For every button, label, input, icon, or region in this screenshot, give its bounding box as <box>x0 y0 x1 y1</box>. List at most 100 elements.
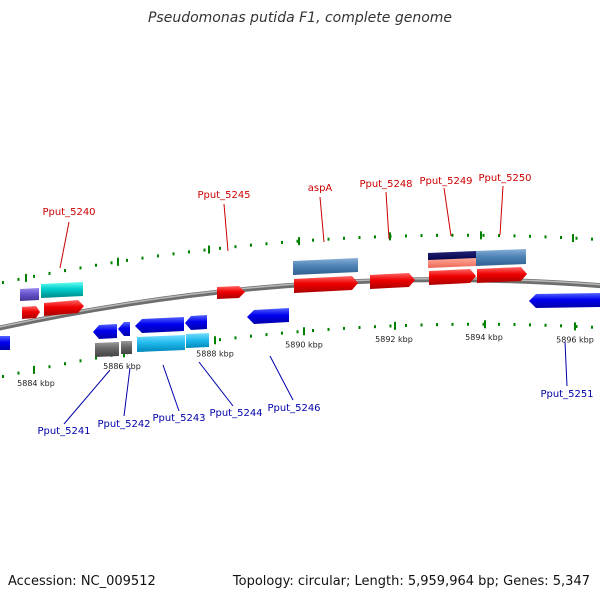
scale-dot-upper <box>219 246 221 250</box>
scale-dot-lower <box>219 338 221 342</box>
scale-dot-upper <box>64 269 66 273</box>
gene-arrow-blue-0[interactable] <box>0 336 10 350</box>
gene-arrow-red-1[interactable] <box>22 306 40 319</box>
callout-line-pput-5246 <box>269 355 294 401</box>
scale-dot-upper <box>79 266 82 270</box>
gene-arrow-red-4[interactable] <box>294 276 358 293</box>
major-tick-upper <box>389 232 391 241</box>
gene-label-pput-5241[interactable]: Pput_5241 <box>37 426 90 437</box>
scale-dot-lower <box>467 322 469 326</box>
scale-dot-upper <box>296 239 299 243</box>
summary-text: Topology: circular; Length: 5,959,964 bp… <box>232 574 590 589</box>
scale-dot-lower <box>48 365 51 369</box>
gene-label-pput-5245[interactable]: Pput_5245 <box>197 190 250 201</box>
scale-dot-lower <box>420 323 423 327</box>
gene-arrow-blue-6[interactable] <box>529 293 600 308</box>
scale-dot-upper <box>188 250 190 254</box>
gene-arrow-blue-1[interactable] <box>93 324 117 339</box>
scale-dot-upper <box>529 234 531 238</box>
scale-dot-lower <box>544 323 547 327</box>
major-tick-lower <box>214 336 216 345</box>
scale-dot-upper <box>17 277 20 281</box>
gene-label-pput-5246[interactable]: Pput_5246 <box>267 403 320 414</box>
scale-dot-lower <box>498 322 500 326</box>
gene-label-pput-5242[interactable]: Pput_5242 <box>97 419 150 430</box>
scale-dot-upper <box>405 234 407 238</box>
scale-dot-upper <box>575 236 578 240</box>
scale-dot-upper <box>250 243 252 247</box>
scale-dot-upper <box>95 263 97 267</box>
scale-dots <box>2 233 593 378</box>
scale-dot-lower <box>591 325 593 329</box>
scale-dot-upper <box>544 235 547 239</box>
gene-feature-cyan[interactable] <box>41 282 83 298</box>
scale-dot-upper <box>560 236 562 240</box>
gene-feature-grey-1[interactable] <box>95 342 119 357</box>
gene-label-pput-5248[interactable]: Pput_5248 <box>359 179 412 190</box>
tick-label: 5892 kbp <box>375 335 413 344</box>
scale-dot-upper <box>436 233 438 237</box>
tick-label: 5890 kbp <box>285 340 323 349</box>
scale-dot-upper <box>482 233 485 237</box>
gene-arrow-blue-5[interactable] <box>247 308 289 324</box>
scale-dot-upper <box>33 274 35 278</box>
reverse-strand-features <box>0 293 600 357</box>
scale-dot-upper <box>451 233 454 237</box>
scale-dot-lower <box>482 322 485 326</box>
major-tick-upper <box>25 273 27 282</box>
gene-arrow-blue-3[interactable] <box>135 317 184 333</box>
gene-arrow-red-6[interactable] <box>429 269 476 285</box>
scale-dot-lower <box>327 327 330 331</box>
gene-label-pput-5250[interactable]: Pput_5250 <box>478 173 531 184</box>
gene-feature-steel-aspa[interactable] <box>293 258 358 275</box>
gene-arrow-red-3[interactable] <box>217 286 245 299</box>
scale-dot-upper <box>498 234 500 238</box>
gene-label-pput-5244[interactable]: Pput_5244 <box>209 408 262 419</box>
callout-line-pput-5249 <box>443 187 452 237</box>
major-tick-upper <box>480 231 482 240</box>
gene-feature-grey-2[interactable] <box>121 341 132 354</box>
scale-dot-upper <box>420 234 423 238</box>
callout-line-pput-5251 <box>564 341 568 387</box>
gene-label-pput-5251[interactable]: Pput_5251 <box>540 389 593 400</box>
scale-dot-upper <box>126 258 128 262</box>
scale-dot-lower <box>64 362 66 366</box>
scale-dot-upper <box>358 236 361 240</box>
scale-dot-lower <box>281 331 283 335</box>
scale-dot-upper <box>48 271 51 275</box>
major-tick-lower <box>33 365 35 374</box>
major-tick-lower <box>303 327 305 336</box>
callout-line-pput-5248 <box>385 191 390 240</box>
scale-dot-lower <box>436 323 438 327</box>
scale-dot-upper <box>172 252 175 256</box>
scale-dot-lower <box>95 356 97 360</box>
scale-dot-upper <box>327 237 330 241</box>
gene-feature-purple[interactable] <box>20 288 39 301</box>
gene-label-pput-5243[interactable]: Pput_5243 <box>152 413 205 424</box>
scale-dot-lower <box>250 334 252 338</box>
gene-feature-sky-2[interactable] <box>186 333 209 348</box>
scale-dot-lower <box>296 330 299 334</box>
gene-arrow-blue-4[interactable] <box>185 315 207 330</box>
gene-label-aspa[interactable]: aspA <box>308 183 333 194</box>
gene-label-pput-5240[interactable]: Pput_5240 <box>42 207 95 218</box>
gene-feature-steel-5250[interactable] <box>476 249 526 266</box>
forward-strand-features <box>20 249 527 319</box>
gene-arrow-red-5[interactable] <box>370 273 415 289</box>
major-tick-lower <box>394 321 396 330</box>
callout-line-pput-5250 <box>499 185 504 236</box>
gene-feature-salmon[interactable] <box>428 258 476 268</box>
gene-arrow-red-2[interactable] <box>44 300 84 316</box>
gene-arrow-red-7[interactable] <box>477 267 527 283</box>
major-tick-upper <box>208 245 210 254</box>
scale-dot-upper <box>374 235 376 239</box>
gene-label-pput-5249[interactable]: Pput_5249 <box>419 176 472 187</box>
gene-arrow-blue-2[interactable] <box>118 322 130 336</box>
gene-feature-sky-1[interactable] <box>137 335 185 352</box>
scale-dot-lower <box>79 359 82 363</box>
scale-dot-upper <box>110 261 113 265</box>
scale-dot-lower <box>513 323 516 327</box>
tick-label: 5886 kbp <box>103 362 141 371</box>
scale-dot-upper <box>312 238 314 242</box>
